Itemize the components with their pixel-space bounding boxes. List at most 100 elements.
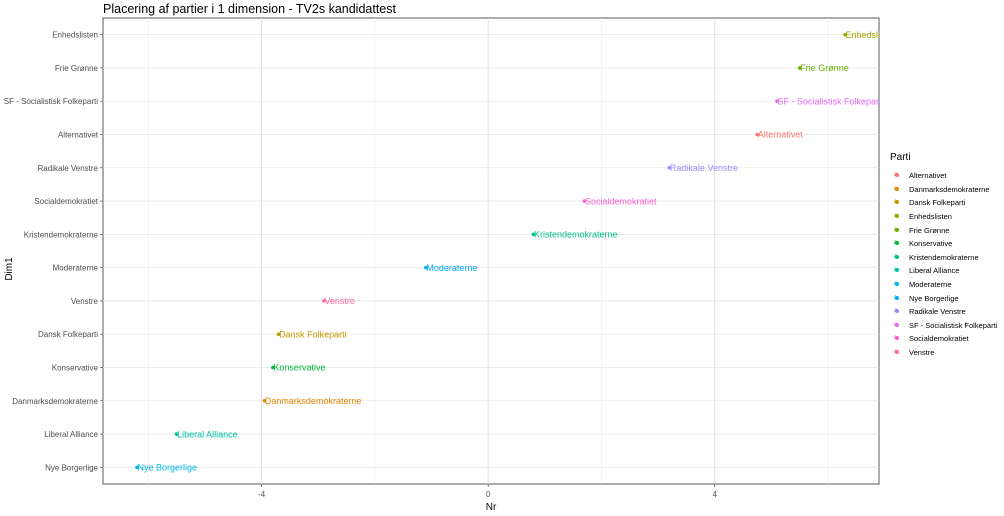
- point-liberal-alliance: [174, 432, 179, 436]
- y-tick-label: SF - Socialistisk Folkeparti: [4, 97, 98, 106]
- y-tick-label: Alternativet: [58, 131, 99, 140]
- legend-item-dansk-folkeparti: a Dansk Folkeparti: [890, 196, 997, 210]
- grid-lines: [103, 18, 879, 484]
- y-tick-label: Venstre: [71, 297, 99, 306]
- legend-label: Enhedslisten: [909, 212, 952, 222]
- point-label-nye-borgerlige: Nye Borgerlige: [137, 463, 197, 473]
- legend-key-dot: [895, 254, 899, 259]
- legend-item-moderaterne: a Moderaterne: [890, 278, 997, 292]
- legend-key-dot: [895, 268, 899, 273]
- point-label-kristendemokraterne: Kristendemokraterne: [534, 230, 618, 240]
- legend-label: Konservative: [909, 239, 953, 249]
- legend-key-dot: [895, 295, 899, 300]
- legend-key: a: [890, 292, 904, 305]
- legend-label: Alternativet: [909, 171, 947, 181]
- legend-key: a: [890, 278, 904, 291]
- y-tick-label: Socialdemokratiet: [34, 197, 98, 206]
- legend-key: a: [890, 183, 904, 196]
- y-tick-label: Kristendemokraterne: [24, 230, 99, 239]
- legend-item-konservative: a Konservative: [890, 237, 997, 251]
- y-tick-label: Danmarksdemokraterne: [12, 397, 98, 406]
- legend-label: Frie Grønne: [909, 225, 950, 235]
- x-axis-ticks: -4 0 4: [258, 484, 718, 499]
- point-alternativet: [755, 132, 760, 137]
- y-tick-label: Konservative: [52, 364, 99, 373]
- legend-key: a: [890, 319, 904, 332]
- x-tick-label: -4: [258, 490, 266, 499]
- point-moderaterne: [424, 265, 428, 270]
- legend-label: Socialdemokratiet: [909, 334, 969, 344]
- legend-key-dot: [895, 200, 899, 205]
- y-axis-ticks: Nye Borgerlige Liberal Alliance Danmarksde…: [4, 31, 103, 472]
- legend-key: a: [890, 237, 904, 250]
- legend-key: a: [890, 346, 904, 359]
- legend-item-nye-borgerlige: a Nye Borgerlige: [890, 291, 997, 305]
- point-konservative: [271, 365, 275, 370]
- point-label-venstre: Venstre: [324, 296, 355, 306]
- legend-label: Danmarksdemokraterne: [909, 184, 990, 194]
- legend: Parti a Alternativet a Danmarksdemokraterne…: [890, 152, 997, 359]
- data-points: Nye Borgerlige Liberal Alliance Danmarksde…: [135, 30, 898, 473]
- legend-key: a: [890, 305, 904, 318]
- legend-label: Nye Borgerlige: [909, 293, 959, 303]
- legend-item-radikale-venstre: a Radikale Venstre: [890, 305, 997, 319]
- legend-item-venstre: a Venstre: [890, 346, 997, 360]
- y-tick-label: Moderaterne: [53, 264, 99, 273]
- legend-label: Moderaterne: [909, 280, 952, 290]
- point-socialdemokratiet: [582, 199, 587, 203]
- y-tick-label: Dansk Folkeparti: [38, 330, 98, 339]
- point-label-socialdemokratiet: Socialdemokratiet: [585, 196, 657, 206]
- legend-key: a: [890, 169, 904, 182]
- point-radikale-venstre: [667, 165, 672, 170]
- x-tick-label: 4: [713, 490, 718, 499]
- point-label-moderaterne: Moderaterne: [426, 263, 477, 273]
- legend-key: a: [890, 196, 904, 209]
- legend-key-dot: [895, 322, 899, 327]
- point-label-konservative: Konservative: [273, 363, 325, 373]
- legend-item-sf-socialistisk-folkeparti: a SF - Socialistisk Folkeparti: [890, 319, 997, 333]
- y-tick-label: Nye Borgerlige: [45, 463, 98, 472]
- point-label-alternativet: Alternativet: [758, 130, 804, 140]
- legend-item-alternativet: a Alternativet: [890, 169, 997, 183]
- point-label-dansk-folkeparti: Dansk Folkeparti: [279, 329, 347, 339]
- y-tick-label: Frie Grønne: [55, 64, 99, 73]
- y-tick-label: Enhedslisten: [52, 31, 98, 40]
- legend-label: Venstre: [909, 348, 935, 358]
- point-label-enhedslisten: Enhedslisten: [846, 30, 898, 40]
- y-tick-label: Liberal Alliance: [44, 430, 98, 439]
- legend-label: Radikale Venstre: [909, 307, 966, 317]
- legend-key: a: [890, 251, 904, 264]
- y-tick-label: Radikale Venstre: [38, 164, 99, 173]
- point-sf-socialistisk-folkeparti: [775, 99, 779, 104]
- plot-panel: [102, 17, 880, 485]
- legend-item-kristendemokraterne: a Kristendemokraterne: [890, 251, 997, 265]
- point-label-danmarksdemokraterne: Danmarksdemokraterne: [265, 396, 362, 406]
- point-venstre: [322, 299, 326, 303]
- legend-label: SF - Socialistisk Folkeparti: [909, 320, 998, 330]
- legend-item-liberal-alliance: a Liberal Alliance: [890, 264, 997, 278]
- point-danmarksdemokraterne: [262, 398, 267, 403]
- point-nye-borgerlige: [135, 465, 139, 470]
- legend-key: a: [890, 264, 904, 277]
- legend-key-dot: [895, 214, 899, 219]
- point-kristendemokraterne: [531, 232, 536, 237]
- legend-key-dot: [895, 186, 899, 191]
- legend-key-dot: [895, 173, 899, 178]
- legend-title: Parti: [890, 152, 911, 163]
- point-label-radikale-venstre: Radikale Venstre: [670, 163, 738, 173]
- legend-key: a: [890, 332, 904, 345]
- legend-key: a: [890, 224, 904, 237]
- legend-items: a Alternativet a Danmarksdemokraterne a Dansk…: [890, 169, 997, 359]
- point-frie-grønne: [797, 66, 802, 70]
- point-label-frie-grønne: Frie Grønne: [800, 63, 849, 73]
- point-label-sf-socialistisk-folkeparti: SF - Socialistisk Folkeparti: [778, 96, 884, 106]
- legend-key-dot: [895, 309, 899, 314]
- legend-label: Liberal Alliance: [909, 266, 960, 276]
- legend-item-socialdemokratiet: a Socialdemokratiet: [890, 332, 997, 346]
- chart-title: Placering af partier i 1 dimension - TV2…: [103, 2, 396, 16]
- legend-item-frie-grønne: a Frie Grønne: [890, 223, 997, 237]
- x-axis-title: Nr: [486, 502, 497, 513]
- legend-key: a: [890, 210, 904, 223]
- legend-key-dot: [895, 227, 899, 232]
